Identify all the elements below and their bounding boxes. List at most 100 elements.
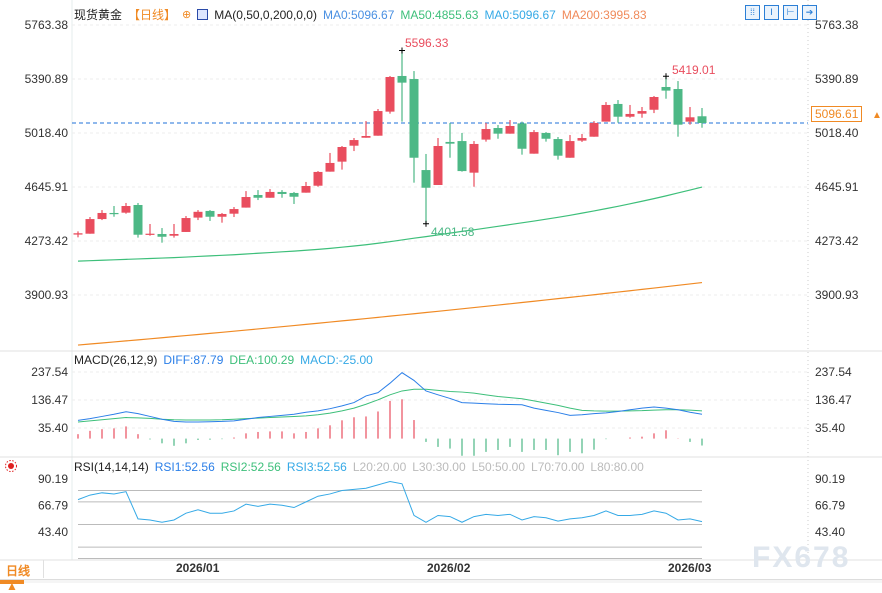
period-button[interactable]: 日线▲ (0, 560, 44, 593)
price-tick-left: 4273.42 (25, 234, 69, 248)
candle (325, 152, 335, 172)
candle (661, 76, 671, 99)
candle-body (397, 75, 407, 83)
candle-body (205, 210, 215, 217)
grid-lines (0, 0, 882, 561)
candle (157, 228, 167, 243)
indicator-icon[interactable] (197, 9, 209, 20)
candle-body (229, 209, 239, 214)
candle-body (253, 194, 263, 198)
candle-body (337, 147, 347, 162)
rsi-tick-left: 66.79 (38, 499, 68, 513)
price-tick-left: 5018.40 (25, 126, 69, 140)
price-tick-left: 5390.89 (25, 72, 69, 86)
price-tick-left: 3900.93 (25, 288, 69, 302)
candle-body (109, 212, 119, 215)
rsi2-value: RSI2:52.56 (220, 460, 281, 474)
ma-label[interactable]: MA(0,50,0,200,0,0) (214, 7, 317, 22)
candle-body (373, 111, 383, 136)
ma50-line (77, 186, 703, 262)
candle (565, 134, 575, 158)
instrument-name: 现货黄金 (74, 8, 123, 22)
price-tick-left: 5763.38 (25, 18, 69, 32)
candle-body (625, 113, 635, 117)
add-indicator-icon[interactable]: ⊕ (182, 9, 192, 21)
grid-icon[interactable]: ⁞⁞ (745, 5, 760, 20)
candle (457, 132, 467, 172)
price-tick-right: 4645.91 (815, 180, 859, 194)
rsi-label[interactable]: RSI(14,14,14) (74, 460, 149, 474)
l70-value: L70:70.00 (531, 460, 585, 474)
step-forward-icon[interactable]: ➔ (802, 5, 817, 20)
candle-body (601, 104, 611, 122)
candle (97, 210, 107, 221)
candle-body (637, 111, 647, 114)
rsi-tick-right: 90.19 (815, 472, 845, 486)
candle (229, 207, 239, 218)
date-label: 2026/03 (668, 561, 712, 575)
candle-body (313, 171, 323, 186)
candle-body (325, 162, 335, 172)
rsi3-value: RSI3:52.56 (286, 460, 347, 474)
rsi-tick-right: 66.79 (815, 499, 845, 513)
candle (505, 120, 515, 134)
candle (397, 50, 407, 122)
candle (217, 212, 227, 223)
candle (361, 121, 371, 138)
candle-body (517, 123, 527, 149)
extreme-marker (399, 47, 405, 54)
candle-body (673, 89, 683, 125)
candle (121, 202, 131, 214)
candle-body (697, 116, 707, 123)
candle (205, 210, 215, 221)
candle (421, 153, 431, 224)
rsi-tick-left: 90.19 (38, 472, 68, 486)
ma0-value: MA0:5096.67 (322, 7, 395, 22)
l20-value: L20:20.00 (352, 460, 407, 474)
last-price-box: 5096.61 (811, 106, 863, 122)
high-annotation: 5596.33 5419.01 4401.58 (405, 36, 716, 239)
rsi-settings-icon[interactable] (5, 460, 17, 472)
high-label: 5596.33 (405, 36, 449, 50)
candle (133, 202, 143, 238)
candle-body (145, 233, 155, 235)
candle (469, 141, 479, 187)
candle-body (277, 191, 287, 194)
candle (637, 106, 647, 118)
candle-body (121, 206, 131, 213)
fit-icon[interactable]: Ⅰ (764, 5, 779, 20)
candle (337, 145, 347, 170)
l30-value: L30:30.00 (412, 460, 466, 474)
period-label[interactable]: 【日线】 (128, 8, 177, 22)
candle-body (529, 132, 539, 154)
candle (673, 81, 683, 137)
candle-body (421, 170, 431, 188)
candle-body (661, 86, 671, 91)
candle (553, 137, 563, 160)
candle-body (613, 103, 623, 117)
candle-body (73, 233, 83, 235)
candle (601, 102, 611, 122)
candle-body (589, 122, 599, 137)
extreme-marker (423, 220, 429, 227)
candle-body (301, 186, 311, 193)
candle (433, 138, 443, 185)
l50-value: L50:50.00 (471, 460, 526, 474)
macd-label[interactable]: MACD(26,12,9) (74, 353, 158, 367)
candle-body (685, 117, 695, 122)
candle (409, 71, 419, 183)
rsi-header: RSI(14,14,14) RSI1:52.56 RSI2:52.56 RSI3… (74, 460, 644, 474)
step-back-icon[interactable]: ⊢ (783, 5, 798, 20)
candle (193, 210, 203, 221)
candle (241, 191, 251, 208)
bottom-tab-strip (0, 579, 882, 584)
rsi1-value: RSI1:52.56 (154, 460, 215, 474)
rsi-tick-right: 43.40 (815, 525, 845, 539)
candle-body (505, 125, 515, 134)
price-arrow-icon: ▲ (872, 110, 882, 121)
candle (685, 106, 695, 125)
candle (541, 132, 551, 142)
candle-body (133, 204, 143, 235)
price-tick-left: 4645.91 (25, 180, 69, 194)
